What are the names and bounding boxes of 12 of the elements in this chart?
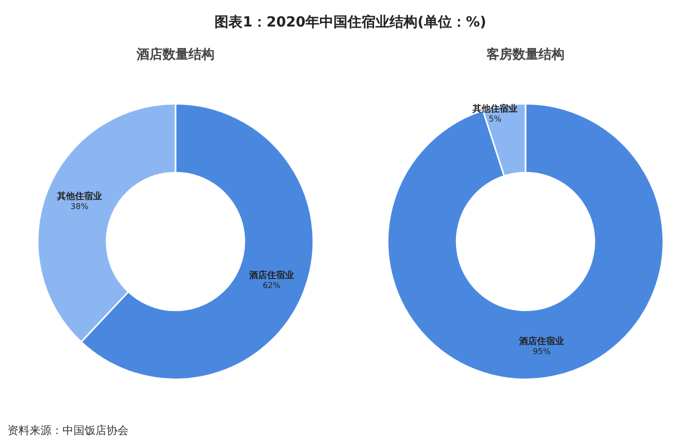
chart-title: 酒店数量结构 — [136, 46, 214, 62]
chart-title: 客房数量结构 — [486, 46, 564, 62]
slice-label: 其他住宿业 — [56, 191, 102, 202]
text: 图表1：2020年中国住宿业结构(单位：%) — [214, 14, 486, 30]
data-label: 5% — [488, 114, 502, 124]
text: 资料来源：中国饭店协会 — [8, 424, 128, 437]
slice-label: 酒店住宿业 — [518, 336, 564, 348]
slice-label: 其他住宿业 — [472, 104, 518, 115]
data-label: 95% — [532, 347, 551, 356]
data-label: 38% — [70, 202, 89, 212]
slice-label: 酒店住宿业 — [248, 270, 294, 281]
data-label: 62% — [262, 280, 281, 290]
